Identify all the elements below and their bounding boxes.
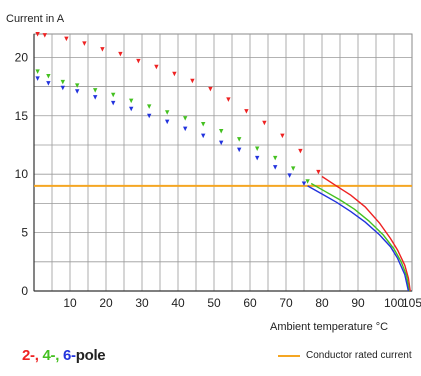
y-tick-label: 0 bbox=[21, 284, 28, 298]
x-tick-label: 20 bbox=[99, 296, 113, 310]
2-pole-point bbox=[154, 64, 159, 70]
6-pole-point bbox=[35, 76, 40, 81]
2-pole-point bbox=[136, 58, 141, 64]
6-pole-point bbox=[201, 133, 206, 139]
4-pole-point bbox=[93, 88, 98, 93]
4-pole-point bbox=[75, 83, 80, 88]
6-pole-point bbox=[93, 95, 98, 100]
x-tick-label: 10 bbox=[63, 296, 77, 310]
y-tick-label: 5 bbox=[21, 226, 28, 240]
4-pole-point bbox=[147, 104, 152, 109]
6-pole-point bbox=[183, 126, 188, 132]
y-axis-label: Current in A bbox=[6, 13, 65, 25]
4-pole-point bbox=[46, 74, 51, 79]
4-pole-point bbox=[165, 110, 170, 115]
plot-area bbox=[33, 33, 413, 292]
6-pole-line bbox=[307, 185, 410, 292]
6-pole-point bbox=[273, 165, 278, 170]
x-tick-label: 50 bbox=[207, 296, 221, 310]
4-pole-point bbox=[237, 137, 242, 142]
6-pole-point bbox=[75, 89, 80, 94]
2-pole-point bbox=[172, 71, 177, 77]
x-tick-label: 80 bbox=[315, 296, 329, 310]
6-pole-point bbox=[46, 81, 51, 86]
x-tick-label: 70 bbox=[279, 296, 293, 310]
2-pole-point bbox=[190, 78, 195, 84]
4-pole-point bbox=[60, 79, 65, 85]
2-pole-line bbox=[321, 175, 411, 292]
6-pole-point bbox=[165, 119, 170, 125]
4-pole-point bbox=[129, 98, 134, 104]
2-pole-point bbox=[244, 109, 249, 114]
4-pole-point bbox=[255, 146, 260, 151]
4-pole-point bbox=[291, 166, 296, 171]
4-pole-point bbox=[219, 128, 224, 134]
4-pole-point bbox=[273, 155, 278, 161]
6-pole-point bbox=[237, 147, 242, 153]
6-pole-point bbox=[287, 173, 292, 178]
2-pole-point bbox=[82, 41, 87, 46]
6-pole-point bbox=[147, 113, 152, 119]
2-pole-point bbox=[42, 33, 47, 38]
rated-current-legend: Conductor rated current bbox=[278, 350, 412, 361]
x-axis-label: Ambient temperature °C bbox=[270, 321, 389, 333]
y-tick-label: 15 bbox=[15, 109, 29, 123]
pole-legend: 2-, 4-, 6-pole bbox=[22, 347, 106, 364]
2-pole-point bbox=[35, 32, 40, 37]
x-tick-label: 60 bbox=[243, 296, 257, 310]
x-tick-label: 30 bbox=[135, 296, 149, 310]
2-pole-point bbox=[118, 51, 123, 57]
6-pole-point bbox=[255, 155, 260, 161]
2-pole-point bbox=[298, 148, 303, 154]
6-pole-point bbox=[301, 181, 307, 187]
2-pole-point bbox=[280, 133, 285, 139]
legend-4-pole: 4-, bbox=[42, 347, 60, 364]
rated-current-label: Conductor rated current bbox=[306, 350, 412, 361]
4-pole-point bbox=[183, 116, 188, 121]
4-pole-point bbox=[35, 69, 40, 74]
4-pole-line bbox=[310, 182, 410, 292]
4-pole-point bbox=[201, 121, 206, 127]
2-pole-point bbox=[226, 97, 231, 102]
4-pole-point bbox=[305, 179, 310, 184]
2-pole-point bbox=[100, 47, 105, 52]
2-pole-point bbox=[208, 86, 213, 92]
6-pole-point bbox=[219, 140, 224, 146]
x-tick-label: 40 bbox=[171, 296, 185, 310]
x-tick-label: 90 bbox=[351, 296, 365, 310]
legend-pole-suffix: pole bbox=[75, 347, 106, 364]
x-tick-label: 105 bbox=[402, 296, 421, 310]
x-tick-label: 100 bbox=[384, 296, 404, 310]
2-pole-point bbox=[316, 169, 321, 175]
legend-6-pole: 6- bbox=[62, 347, 76, 364]
4-pole-point bbox=[111, 92, 116, 98]
6-pole-point bbox=[60, 85, 65, 91]
y-tick-label: 10 bbox=[15, 167, 29, 181]
2-pole-point bbox=[262, 120, 267, 126]
legend-2-pole: 2-, bbox=[22, 347, 39, 364]
2-pole-point bbox=[64, 36, 69, 42]
6-pole-point bbox=[111, 100, 116, 106]
6-pole-point bbox=[129, 106, 134, 112]
rated-current-swatch bbox=[278, 354, 300, 357]
y-tick-label: 20 bbox=[15, 50, 29, 64]
